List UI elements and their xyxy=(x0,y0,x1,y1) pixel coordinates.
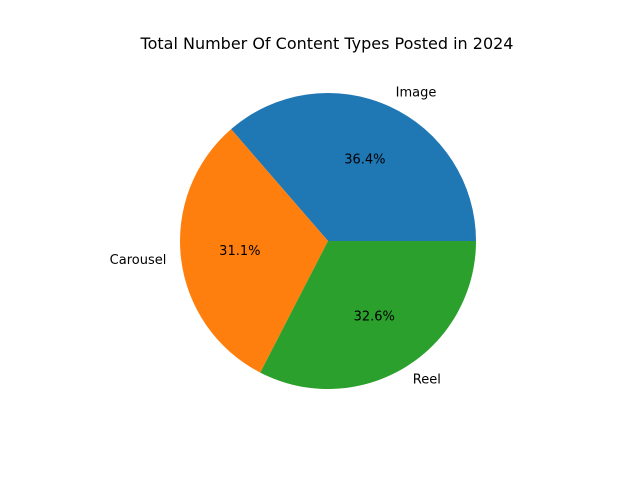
pct-label-image: 36.4% xyxy=(344,153,385,168)
pie-slice-image xyxy=(231,92,476,241)
pie-labels: 36.4% Image 31.1% Carousel 32.6% Reel xyxy=(110,85,441,387)
slice-label-image: Image xyxy=(396,85,437,100)
slice-label-reel: Reel xyxy=(413,372,441,387)
pie-slices xyxy=(179,92,476,390)
slice-label-carousel: Carousel xyxy=(110,253,167,268)
pie-slice-carousel xyxy=(179,129,328,373)
pct-label-carousel: 31.1% xyxy=(219,244,260,259)
pct-label-reel: 32.6% xyxy=(354,309,395,324)
pie-slice-reel xyxy=(260,241,476,390)
chart-title: Total Number Of Content Types Posted in … xyxy=(140,34,514,53)
